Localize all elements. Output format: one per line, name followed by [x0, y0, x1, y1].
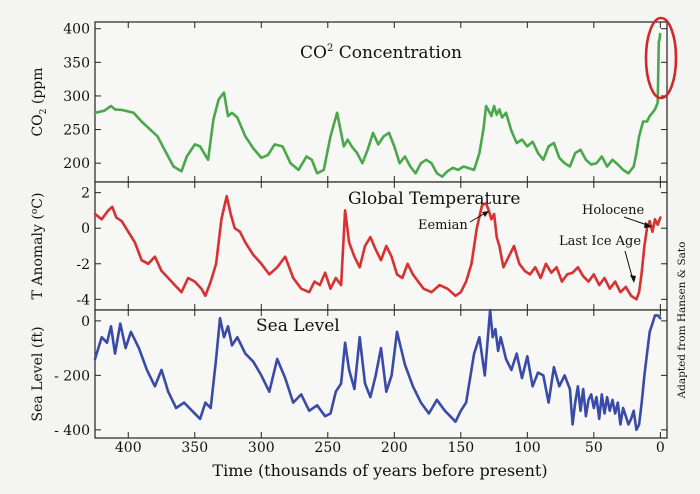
x-tick-label: 50 [585, 440, 603, 456]
temperature-series-line [93, 194, 662, 301]
sea_level-series-line [93, 308, 662, 432]
x-tick-label: 300 [248, 440, 275, 456]
x-tick-label: 100 [514, 440, 541, 456]
temperature-ytick-label: -2 [76, 257, 90, 273]
x-tick-label: 200 [381, 440, 408, 456]
panel-co2: 200 250 300 350 400 [63, 22, 667, 182]
panel-co2-frame [94, 21, 668, 183]
last-ice-age-arrowhead [630, 275, 636, 283]
x-axis-label: Time (thousands of years before present) [212, 461, 547, 480]
temperature-ytick-label: 2 [81, 186, 90, 202]
sea_level-ytick-label: - 400 [54, 423, 90, 439]
co2-ytick-label: 350 [63, 55, 90, 71]
co2-ytick-label: 400 [63, 22, 90, 38]
x-tick-label: 150 [447, 440, 474, 456]
temperature-title: Global Temperature [348, 189, 520, 209]
co2-ytick-label: 300 [63, 89, 90, 105]
panel-sea-level: - 400 - 200 0 [54, 308, 667, 439]
co2-series-line [93, 32, 662, 178]
co2-ytick-label: 200 [63, 156, 90, 172]
last-ice-age-arrow [624, 250, 634, 281]
holocene-label: Holocene [582, 203, 644, 218]
sea-level-ylabel: Sea Level (ft) [30, 326, 46, 421]
x-tick-label: 0 [656, 440, 665, 456]
temperature-ytick-label: -4 [76, 292, 90, 308]
last-ice-age-label: Last Ice Age [559, 234, 641, 249]
x-axis: 400 350 300 250 200 150 100 50 0 [115, 440, 665, 456]
eemian-label: Eemian [418, 218, 468, 233]
eemian-arrowhead [482, 211, 489, 217]
panel-temperature: -4 -2 0 2 [76, 182, 667, 310]
panel-temperature-frame [94, 181, 668, 311]
co2-title: CO2 Concentration [300, 43, 462, 63]
holocene-arrowhead [644, 222, 652, 228]
sea-level-title: Sea Level [256, 316, 340, 336]
co2-ytick-label: 250 [63, 123, 90, 139]
panel-sea-level-frame [94, 309, 668, 439]
temperature-ytick-label: 0 [81, 221, 90, 237]
credit-text: Adapted from Hansen & Sato [676, 242, 688, 400]
co2-ylabel: CO2 (ppm [30, 67, 49, 136]
temperature-ylabel: T Anomaly (oC) [30, 193, 46, 300]
x-tick-label: 250 [314, 440, 341, 456]
sea_level-ytick-label: - 200 [54, 368, 90, 384]
sea_level-ytick-label: 0 [81, 314, 90, 330]
x-tick-label: 400 [115, 440, 142, 456]
modern-co2-highlight [644, 16, 678, 100]
x-tick-label: 350 [181, 440, 208, 456]
